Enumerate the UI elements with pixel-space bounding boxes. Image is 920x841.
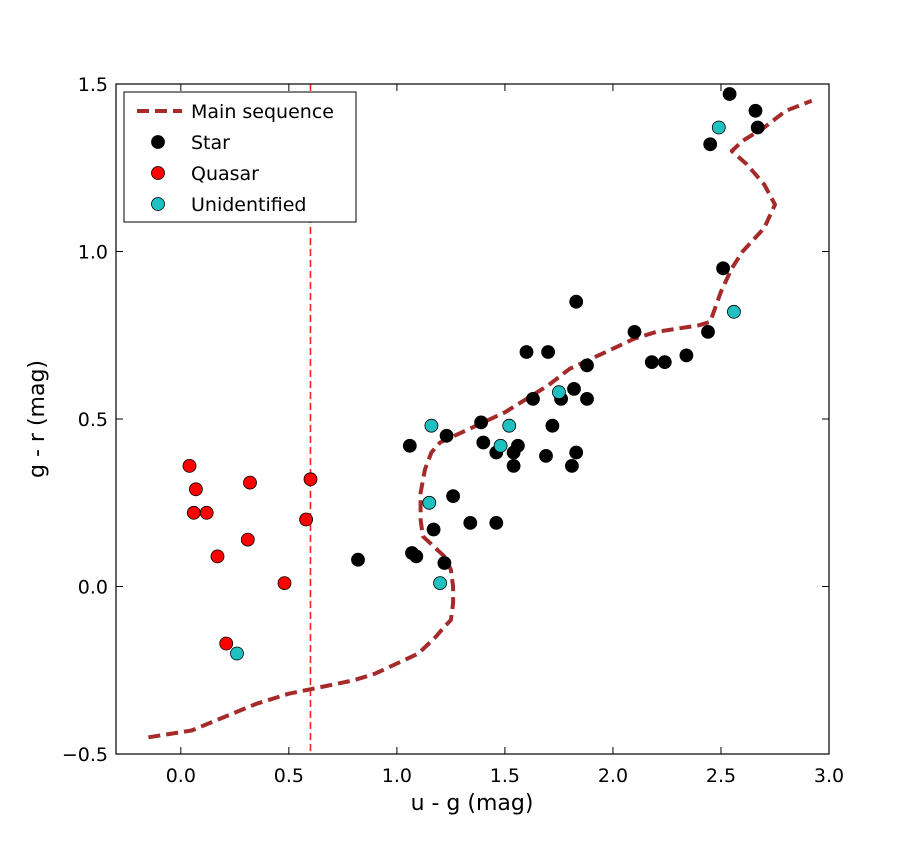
star-point xyxy=(463,516,478,530)
main-sequence-line xyxy=(148,98,813,740)
star-point xyxy=(541,345,555,359)
star-point xyxy=(474,415,489,430)
x-tick-label: 1.0 xyxy=(382,765,412,787)
legend-quasar-label: Quasar xyxy=(191,163,259,185)
star-point xyxy=(402,438,417,453)
quasar-point xyxy=(182,458,197,473)
legend-star-label: Star xyxy=(191,132,230,154)
legend: Main sequence Star Quasar Unidentified xyxy=(123,91,357,223)
star-point xyxy=(511,438,525,453)
x-tick-label: 0.0 xyxy=(166,765,196,787)
unidentified-point xyxy=(422,495,437,510)
star-point xyxy=(569,294,584,309)
legend-star-swatch xyxy=(151,135,165,149)
y-tick-label: 0.0 xyxy=(78,577,108,599)
star-point xyxy=(679,348,694,363)
star-point xyxy=(569,445,584,460)
star-point xyxy=(580,391,594,406)
x-tick-label: 1.5 xyxy=(490,765,520,787)
star-point xyxy=(526,391,540,406)
unidentified-point xyxy=(711,120,726,135)
star-point xyxy=(716,261,730,276)
quasar-point xyxy=(299,512,314,527)
axis-ticks: 0.0 0.5 1.0 1.5 2.0 2.5 3.0 −0.5 0.0 0.5 1.0 1.5 xyxy=(62,74,844,787)
legend-main-sequence-label: Main sequence xyxy=(191,101,334,123)
x-tick-label: 3.0 xyxy=(814,765,844,787)
legend-quasar-swatch xyxy=(151,166,165,180)
star-point xyxy=(627,324,642,339)
star-point xyxy=(519,345,534,359)
y-axis-label: g - r (mag) xyxy=(25,360,50,478)
unidentified-point xyxy=(424,418,439,433)
quasar-point xyxy=(219,636,234,651)
quasar-point xyxy=(210,549,225,564)
quasar-point xyxy=(277,576,292,590)
star-point xyxy=(439,428,454,443)
y-tick-label: 0.5 xyxy=(78,409,108,431)
unidentified-point xyxy=(230,646,244,661)
star-point xyxy=(426,522,441,537)
x-tick-label: 2.0 xyxy=(598,765,628,787)
quasar-point xyxy=(240,532,255,547)
star-point xyxy=(701,324,715,339)
star-point xyxy=(539,448,553,463)
star-point xyxy=(750,120,765,135)
plot-area xyxy=(148,84,813,754)
y-tick-label: 1.0 xyxy=(78,242,108,264)
unidentified-point xyxy=(552,385,566,400)
legend-unidentified-swatch xyxy=(151,197,165,211)
star-point xyxy=(644,355,659,370)
star-point xyxy=(580,358,594,373)
star-point xyxy=(489,516,504,530)
star-point xyxy=(476,435,491,450)
x-tick-label: 0.5 xyxy=(274,765,304,787)
star-point xyxy=(565,458,579,473)
quasar-point xyxy=(188,482,203,497)
legend-unidentified-label: Unidentified xyxy=(191,194,306,216)
unidentified-point xyxy=(502,418,517,433)
quasar-point xyxy=(186,505,201,520)
star-point xyxy=(657,355,672,370)
star-point xyxy=(545,418,560,433)
unidentified-point xyxy=(727,304,741,319)
star-point xyxy=(722,87,737,101)
star-point xyxy=(446,489,461,504)
y-tick-label: 1.5 xyxy=(78,74,108,96)
star-point xyxy=(567,381,581,396)
star-point xyxy=(351,552,365,567)
star-point xyxy=(703,137,718,152)
unidentified-point xyxy=(433,576,448,590)
quasar-point xyxy=(243,475,257,490)
x-tick-label: 2.5 xyxy=(706,765,736,787)
quasar-point xyxy=(303,472,318,487)
star-point xyxy=(409,549,424,564)
star-point xyxy=(748,103,763,118)
y-tick-label: −0.5 xyxy=(62,744,108,766)
star-point xyxy=(437,556,452,570)
unidentified-point xyxy=(493,438,508,453)
x-axis-label: u - g (mag) xyxy=(411,791,534,816)
star-point xyxy=(506,458,521,473)
quasar-point xyxy=(199,505,214,520)
